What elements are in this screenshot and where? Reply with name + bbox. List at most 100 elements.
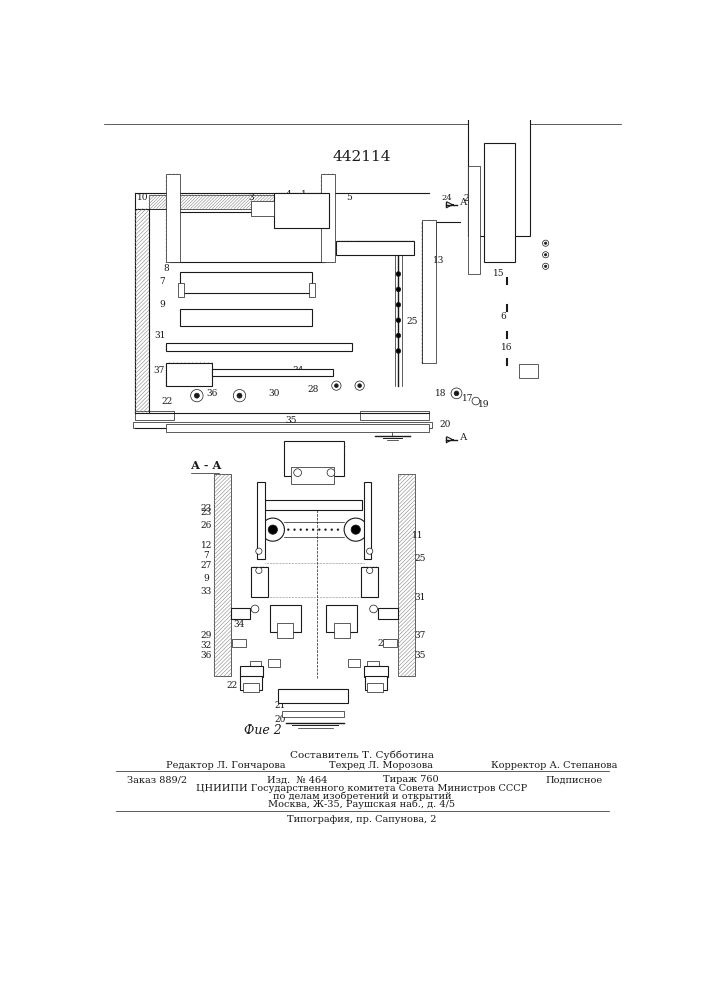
Text: 38: 38 [527,370,538,379]
Text: 9: 9 [204,574,209,583]
Circle shape [396,333,401,338]
Circle shape [327,469,335,477]
Circle shape [293,469,301,477]
Bar [348,659,360,667]
Bar [484,143,515,262]
Text: 28: 28 [308,385,319,394]
Text: Заказ 889/2: Заказ 889/2 [127,775,187,784]
Bar [166,363,212,386]
Text: 34: 34 [234,620,245,629]
Circle shape [332,381,341,390]
Text: 29: 29 [201,631,212,640]
Bar [243,683,259,692]
Bar [383,639,397,647]
Bar [277,623,293,638]
Text: 22: 22 [378,681,389,690]
Text: 23: 23 [201,504,212,513]
Circle shape [351,525,361,534]
Text: 14: 14 [501,192,513,202]
Text: 33: 33 [201,587,212,596]
Bar [368,661,379,668]
Bar [134,422,432,428]
Text: 22: 22 [226,681,238,690]
Text: Фие 2: Фие 2 [244,724,281,737]
Circle shape [237,393,242,398]
Bar [135,209,149,413]
Circle shape [337,528,339,531]
Circle shape [268,525,277,534]
Circle shape [305,528,308,531]
Text: 28: 28 [378,639,389,648]
Bar [149,195,304,209]
Bar [166,424,429,432]
Circle shape [544,242,547,244]
Bar [240,676,262,690]
Circle shape [454,391,459,396]
Bar [268,659,280,667]
Circle shape [542,240,549,246]
Circle shape [191,389,203,402]
Text: 35: 35 [414,651,426,660]
Text: 4: 4 [286,190,291,199]
Bar [361,567,378,597]
Text: 18: 18 [436,389,447,398]
Text: 17: 17 [462,394,474,403]
Text: 10: 10 [137,192,148,202]
Circle shape [396,272,401,276]
Circle shape [396,287,401,292]
Bar [135,411,174,420]
Bar [334,623,349,638]
Text: Фие 1: Фие 1 [310,446,348,459]
Circle shape [542,252,549,258]
Text: Изд.  № 464: Изд. № 464 [267,775,327,784]
Bar [231,608,250,619]
Text: Москва, Ж-35, Раушская наб., д. 4/5: Москва, Ж-35, Раушская наб., д. 4/5 [269,799,455,809]
Circle shape [370,605,378,613]
Bar [251,201,274,216]
Text: 31: 31 [155,331,166,340]
Circle shape [251,605,259,613]
Text: 23: 23 [201,508,212,517]
Text: Подписное: Подписное [546,775,603,784]
Circle shape [318,528,320,531]
Text: Редактор Л. Гончарова: Редактор Л. Гончарова [166,761,286,770]
Circle shape [472,397,480,405]
Text: Техред Л. Морозова: Техред Л. Морозова [329,761,433,770]
Text: 3: 3 [248,192,254,202]
Bar [363,482,371,559]
Text: 25: 25 [407,317,418,326]
Bar [284,441,344,476]
Circle shape [358,384,361,387]
Bar [337,241,414,255]
Text: 36: 36 [206,389,218,398]
Bar [321,174,335,262]
Circle shape [367,567,373,574]
Text: 30: 30 [269,389,280,398]
Bar [368,683,383,692]
Text: 20: 20 [439,420,450,429]
Circle shape [344,518,368,541]
Text: 6: 6 [295,620,300,629]
Text: А - А: А - А [192,460,222,471]
Circle shape [544,265,547,267]
Text: 5: 5 [324,476,330,485]
Text: 34: 34 [293,366,304,375]
Circle shape [256,567,262,574]
Bar [518,364,538,378]
Circle shape [293,528,296,531]
Circle shape [355,381,364,390]
Bar [398,474,416,676]
Bar [327,605,357,632]
Text: по делам изобретений и открытий: по делам изобретений и открытий [273,791,451,801]
Text: ЦНИИПИ Государственного комитета Совета Министров СССР: ЦНИИПИ Государственного комитета Совета … [197,784,527,793]
Text: А: А [460,433,468,442]
Text: 5: 5 [346,192,351,202]
Text: 26: 26 [201,521,212,530]
Circle shape [367,548,373,554]
Circle shape [396,349,401,353]
Text: 21: 21 [275,701,286,710]
Circle shape [300,528,302,531]
Bar [166,174,180,262]
Text: 15: 15 [493,269,505,278]
Text: 25: 25 [414,554,426,563]
